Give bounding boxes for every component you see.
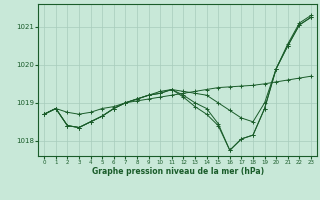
- X-axis label: Graphe pression niveau de la mer (hPa): Graphe pression niveau de la mer (hPa): [92, 167, 264, 176]
